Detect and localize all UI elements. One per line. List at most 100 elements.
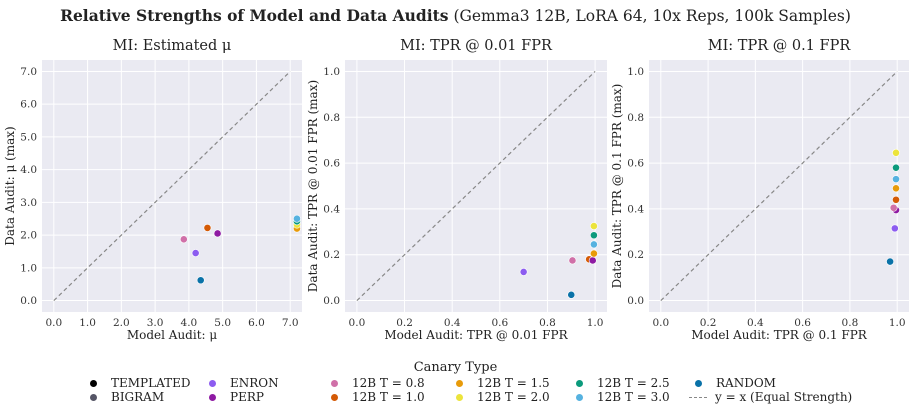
- panel-3-y-tick-label: 0.4: [627, 203, 644, 215]
- panel-3-y-tick-label: 0.8: [627, 112, 644, 124]
- panel-2-x-tick-label: 0.6: [491, 317, 508, 329]
- panel-3-point-2: [890, 224, 899, 233]
- panel-1-point-9: [293, 214, 301, 223]
- panel-2-x-tick-label: 0.0: [349, 317, 366, 329]
- legend-item-label: y = x (Equal Strength): [715, 390, 853, 404]
- panel-2-x-tick-label: 1.0: [587, 317, 604, 329]
- legend-marker-swatch: [331, 393, 338, 401]
- panel-3-point-5: [892, 195, 900, 204]
- panel-2-point-1: [519, 268, 528, 276]
- panel-2-y-tick-label: 0.0: [323, 295, 340, 307]
- panel-2-x-tick-label: 0.2: [396, 317, 413, 329]
- legend-item: 12B T = 1.0: [325, 390, 425, 404]
- legend-item-label: 12B T = 3.0: [597, 390, 670, 404]
- panel-1-y-tick-label: 5.0: [20, 131, 37, 143]
- panel-2-y-tick-label: 0.8: [323, 112, 340, 124]
- panel-3-point-9: [892, 148, 900, 157]
- panel-1-x-tick-label: 7.0: [282, 317, 299, 329]
- panel-3-x-tick-label: 0.8: [842, 317, 859, 329]
- panel-1-x-tick-label: 4.0: [181, 317, 198, 329]
- legend-marker-swatch: [456, 393, 463, 401]
- legend-line-swatch: [689, 396, 707, 398]
- panel-1-point-2: [191, 249, 200, 257]
- panel-2-y-tick-label: 1.0: [323, 66, 340, 78]
- panel-1-point-4: [203, 223, 212, 232]
- panel-3-x-tick-label: 0.0: [652, 317, 669, 329]
- panel-3-y-tick-label: 1.0: [627, 66, 644, 78]
- legend-item-label: TEMPLATED: [111, 376, 191, 390]
- panel-1-x-tick-label: 3.0: [147, 317, 164, 329]
- legend-item-label: 12B T = 2.0: [477, 390, 550, 404]
- panel-3-x-axis-label: Model Audit: TPR @ 0.1 FPR: [691, 328, 868, 342]
- legend-item: BIGRAM: [84, 390, 164, 404]
- legend-item: 12B T = 1.5: [450, 376, 550, 390]
- panel-2-point-2: [567, 290, 576, 299]
- panel-2-point-8: [590, 231, 598, 240]
- panel-3-point-8: [892, 163, 900, 172]
- legend-marker-swatch: [90, 393, 97, 401]
- panel-1-point-3: [196, 276, 205, 285]
- legend-item: y = x (Equal Strength): [689, 390, 852, 404]
- legend-item: RANDOM: [689, 376, 776, 390]
- panel-1-point-5: [213, 229, 222, 238]
- panel-2-point-3: [568, 256, 577, 265]
- panel-1-x-tick-label: 2.0: [113, 317, 130, 329]
- legend-item-label: 12B T = 1.5: [477, 376, 550, 390]
- legend-marker-swatch: [331, 379, 338, 387]
- panel-1-y-tick-label: 7.0: [20, 66, 37, 78]
- legend-item-label: 12B T = 2.5: [597, 376, 670, 390]
- panel-1-equal-strength-line: [53, 71, 291, 301]
- panel-2-x-tick-label: 0.4: [444, 317, 461, 329]
- legend-item: TEMPLATED: [84, 376, 191, 390]
- panel-2-point-7: [590, 240, 598, 249]
- panel-3-y-tick-label: 0.6: [627, 158, 644, 170]
- panel-3-y-tick-label: 0.2: [627, 249, 644, 261]
- legend-item: 12B T = 2.0: [450, 390, 550, 404]
- panel-2-point-9: [590, 222, 598, 230]
- panel-1-x-tick-label: 0.0: [45, 317, 62, 329]
- panel-3-point-7: [892, 175, 900, 184]
- panel-2-y-tick-label: 0.4: [323, 203, 340, 215]
- panel-1-y-axis-label: Data Audit: μ (max): [3, 126, 17, 245]
- panel-3-x-tick-label: 0.4: [747, 317, 764, 329]
- legend-item: 12B T = 2.5: [570, 376, 670, 390]
- legend-item: ENRON: [203, 376, 279, 390]
- panel-2-y-tick-label: 0.6: [323, 158, 340, 170]
- panel-2-equal-strength-line: [356, 71, 596, 301]
- panel-2-x-tick-label: 0.8: [539, 317, 556, 329]
- legend-title: Canary Type: [413, 360, 498, 375]
- figure-title-rest: (Gemma3 12B, LoRA 64, 10x Reps, 100k Sam…: [453, 7, 851, 25]
- legend-marker-swatch: [456, 379, 463, 387]
- legend-marker-swatch: [209, 379, 216, 387]
- panel-3-point-1: [886, 257, 894, 266]
- legend-item-label: 12B T = 0.8: [352, 376, 425, 390]
- panel-3-title: MI: TPR @ 0.1 FPR: [708, 38, 852, 54]
- panel-3-x-tick-label: 0.2: [700, 317, 717, 329]
- legend-marker-swatch: [576, 393, 583, 401]
- legend-item: 12B T = 0.8: [325, 376, 425, 390]
- legend-item-label: PERP: [230, 390, 264, 404]
- legend-item-label: BIGRAM: [111, 390, 165, 404]
- legend-marker-swatch: [576, 379, 583, 387]
- panel-2-y-tick-label: 0.2: [323, 249, 340, 261]
- panel-1-y-tick-label: 1.0: [20, 262, 37, 274]
- panel-1-y-tick-label: 3.0: [20, 197, 37, 209]
- legend-item: PERP: [203, 390, 264, 404]
- panel-1-x-tick-label: 6.0: [248, 317, 265, 329]
- panel-1-point-1: [179, 235, 188, 244]
- legend-item-label: 12B T = 1.0: [352, 390, 425, 404]
- panel-3-y-axis-label: Data Audit: TPR @ 0.1 FPR (max): [610, 84, 624, 289]
- panel-3-x-tick-label: 1.0: [889, 317, 906, 329]
- panel-3-x-tick-label: 0.6: [794, 317, 811, 329]
- figure-title-bold: Relative Strengths of Model and Data Aud…: [60, 6, 449, 25]
- legend-marker-swatch: [209, 393, 216, 401]
- figure-title: Relative Strengths of Model and Data Aud…: [0, 6, 911, 25]
- panel-1-y-tick-label: 0.0: [20, 295, 37, 307]
- panel-1-y-tick-label: 2.0: [20, 230, 37, 242]
- figure-canvas: 0.0 1.0 2.0 3.0 4.0 5.0 6.0 7.0 0.0 1.0 2.0 3.0 4.0 5…: [3, 38, 909, 342]
- panel-2-point-6: [590, 249, 598, 258]
- panel-1-y-tick-label: 4.0: [20, 164, 37, 176]
- legend-item: 12B T = 3.0: [570, 390, 670, 404]
- legend-item-label: ENRON: [230, 376, 279, 390]
- panel-2-y-axis-label: Data Audit: TPR @ 0.01 FPR (max): [306, 80, 320, 292]
